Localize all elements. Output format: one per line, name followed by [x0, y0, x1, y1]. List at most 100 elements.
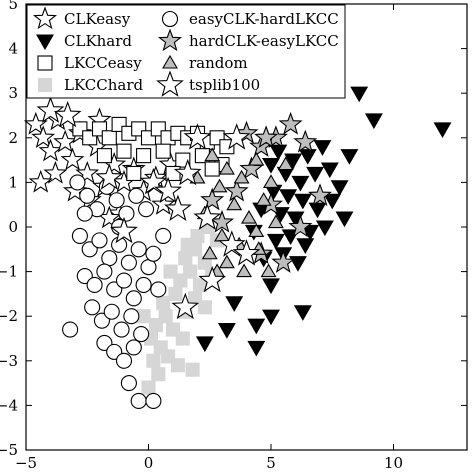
data-point [135, 276, 152, 294]
legend-marker [156, 70, 184, 97]
legend-marker [37, 77, 53, 93]
data-point [225, 296, 244, 312]
legend-label: easyCLK-hardLKCC [189, 10, 339, 28]
data-point [293, 305, 312, 321]
data-point [145, 392, 162, 409]
data-point [433, 122, 452, 138]
data-point [120, 254, 137, 271]
data-point [156, 295, 171, 310]
data-point [36, 96, 65, 123]
data-point [101, 250, 118, 267]
data-point [60, 147, 85, 171]
data-point [247, 340, 266, 357]
y-tick-label: 5 [8, 0, 18, 13]
y-tick-label: −2 [0, 307, 18, 325]
data-point [128, 187, 145, 204]
data-point [115, 272, 133, 289]
data-point [126, 165, 142, 182]
legend-label: hardCLK-easyLKCC [189, 32, 339, 50]
data-point [151, 192, 176, 215]
data-point [330, 180, 349, 196]
legend-label: LKCChard [64, 76, 143, 94]
data-point [198, 265, 227, 293]
series-random [189, 147, 294, 278]
data-point [31, 125, 56, 148]
data-point [204, 147, 221, 162]
data-point [240, 209, 257, 224]
data-point [154, 176, 183, 204]
legend-label: CLKeasy [64, 10, 131, 28]
data-point [79, 187, 96, 204]
data-point [125, 290, 142, 307]
data-point [175, 331, 190, 346]
legend: CLKeasy CLKhard LKCCeasy LKCChard easyCLK-ha… [26, 4, 346, 99]
data-point [200, 187, 225, 211]
data-point [197, 300, 212, 315]
data-point [266, 233, 285, 250]
data-point [340, 149, 359, 165]
data-point [218, 254, 235, 269]
data-point [103, 303, 120, 320]
data-point [155, 227, 172, 244]
data-point [69, 174, 86, 191]
data-point [115, 352, 133, 369]
data-point [218, 160, 235, 175]
data-point [248, 152, 265, 166]
data-point [271, 250, 296, 273]
data-point [313, 140, 332, 156]
series-easyclk-hardlkcc [62, 174, 172, 409]
data-point [180, 237, 195, 252]
data-point [158, 309, 173, 324]
data-point [289, 256, 307, 272]
data-point [222, 123, 251, 150]
data-point [204, 161, 220, 177]
data-point [291, 175, 310, 192]
data-point [145, 245, 162, 262]
data-point [278, 111, 303, 135]
y-tick-label: 2 [8, 129, 18, 147]
data-point [163, 264, 178, 279]
data-point [168, 286, 183, 301]
data-point [53, 129, 78, 153]
legend-box [26, 4, 346, 99]
data-point [183, 123, 212, 150]
data-point [248, 223, 265, 238]
data-point [123, 308, 140, 325]
legend-marker [32, 6, 58, 30]
data-point [173, 158, 202, 186]
data-point [140, 259, 157, 276]
data-point [364, 113, 383, 130]
data-point [320, 162, 339, 179]
legend-marker [157, 28, 183, 52]
data-point [350, 86, 369, 103]
legend-marker [162, 54, 178, 69]
data-point [133, 325, 150, 343]
data-point [185, 362, 200, 377]
x-tick-label: 5 [266, 454, 276, 472]
data-point [118, 205, 135, 222]
data-point [288, 214, 313, 238]
data-point [71, 227, 88, 244]
data-point [315, 220, 334, 237]
data-point [136, 148, 152, 164]
data-point [183, 264, 198, 279]
data-point [130, 392, 147, 409]
data-point [101, 130, 117, 146]
data-point [279, 189, 298, 205]
legend-marker [161, 10, 179, 28]
data-point [284, 153, 302, 170]
legend-label: random [189, 54, 248, 72]
data-point [113, 321, 130, 338]
data-point [307, 183, 333, 206]
data-point [298, 149, 317, 165]
data-point [28, 169, 53, 193]
legend-label: tsplib100 [189, 76, 260, 94]
data-point [150, 281, 167, 298]
data-point [95, 163, 124, 190]
data-point [75, 160, 100, 184]
data-point [76, 205, 93, 222]
data-point [293, 193, 312, 210]
legend-marker [36, 34, 54, 51]
data-point [236, 263, 253, 278]
